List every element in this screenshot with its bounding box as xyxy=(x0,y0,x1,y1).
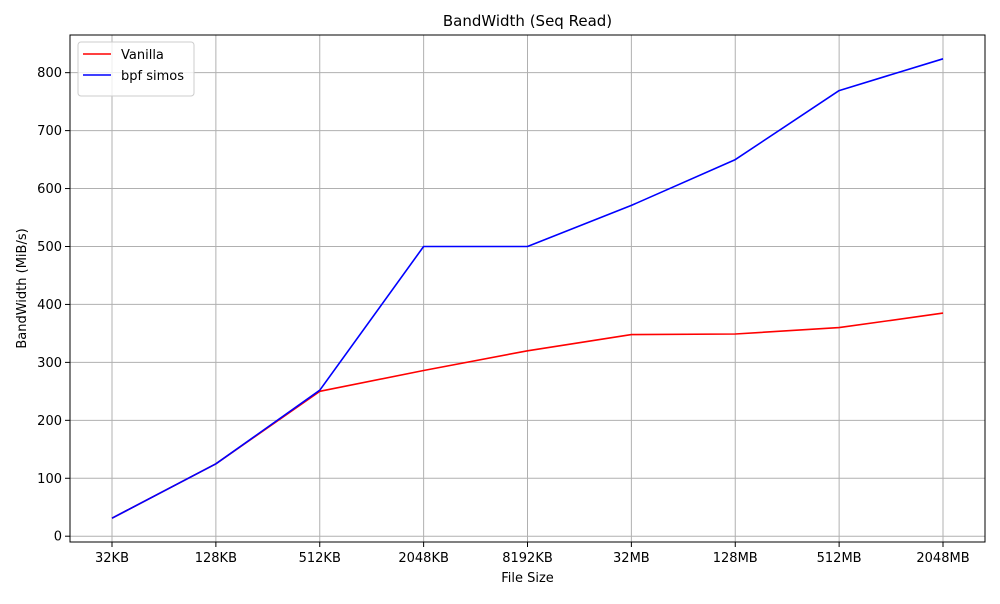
grid xyxy=(70,35,985,542)
x-tick-label: 2048MB xyxy=(916,551,969,566)
legend-label: bpf simos xyxy=(121,69,184,84)
x-axis-title: File Size xyxy=(501,571,554,586)
y-tick-label: 700 xyxy=(37,124,62,139)
series-lines xyxy=(111,58,944,519)
y-axis-ticks: 0 100 200 300 400 500 600 700 800 xyxy=(37,66,70,545)
x-tick-label: 512KB xyxy=(299,551,341,566)
x-tick-label: 2048KB xyxy=(398,551,449,566)
y-tick-label: 800 xyxy=(37,66,62,81)
y-axis-title: BandWidth (MiB/s) xyxy=(15,228,30,348)
y-tick-label: 200 xyxy=(37,414,62,429)
x-tick-label: 128KB xyxy=(195,551,237,566)
y-tick-label: 100 xyxy=(37,472,62,487)
x-tick-label: 32KB xyxy=(95,551,129,566)
x-tick-label: 8192KB xyxy=(502,551,553,566)
series-line-bpf-simos xyxy=(111,58,944,519)
x-tick-label: 128MB xyxy=(713,551,758,566)
x-axis-ticks: 32KB 128KB 512KB 2048KB 8192KB 32MB 128MB 512MB… xyxy=(95,542,970,566)
chart-title: BandWidth (Seq Read) xyxy=(443,12,612,30)
y-tick-label: 500 xyxy=(37,240,62,255)
legend-box xyxy=(77,41,195,97)
y-tick-label: 400 xyxy=(37,298,62,313)
legend: Vanilla bpf simos xyxy=(77,41,195,97)
y-tick-label: 0 xyxy=(54,530,62,545)
x-tick-label: 512MB xyxy=(817,551,862,566)
y-tick-label: 600 xyxy=(37,182,62,197)
legend-label: Vanilla xyxy=(121,48,164,63)
y-tick-label: 300 xyxy=(37,356,62,371)
x-tick-label: 32MB xyxy=(613,551,650,566)
